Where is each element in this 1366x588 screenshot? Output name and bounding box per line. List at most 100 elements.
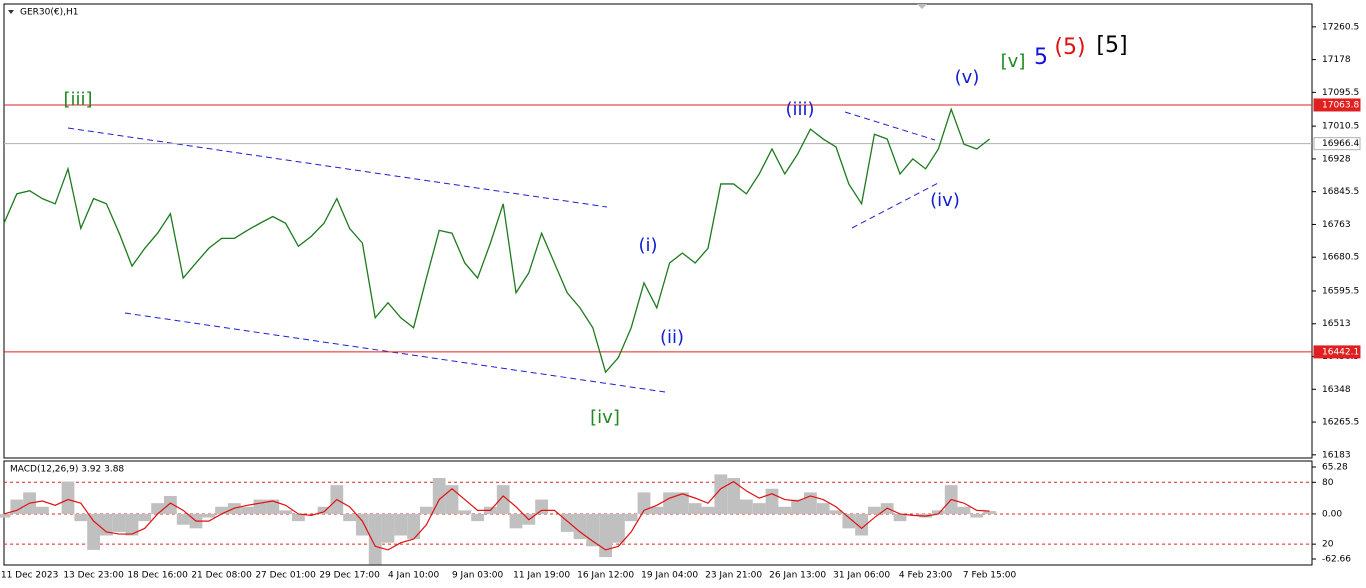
macd-bar [471, 513, 484, 522]
x-tick-label: 4 Jan 10:00 [388, 571, 440, 581]
wave-label: (v) [955, 67, 980, 88]
macd-bar [458, 510, 472, 514]
macd-bar [445, 485, 459, 514]
x-tick-label: 11 Jan 19:00 [513, 571, 570, 581]
macd-bar [727, 477, 740, 514]
macd-bar [420, 506, 433, 514]
trendline [67, 127, 608, 208]
macd-bar [778, 506, 792, 514]
macd-bar [509, 513, 523, 529]
x-tick-label: 16 Jan 12:00 [577, 571, 634, 581]
macd-bar [535, 499, 548, 514]
macd-bar [253, 499, 267, 514]
y-tick-label: 16183 [1322, 450, 1351, 460]
macd-bar [74, 513, 88, 522]
x-tick-label: 13 Dec 23:00 [63, 571, 124, 581]
price-level-label: 17063.8 [1322, 100, 1359, 110]
macd-frame [3, 460, 1313, 566]
wave-label: (5) [1054, 35, 1085, 60]
y-tick-label: 80 [1322, 478, 1334, 488]
y-tick-label: 16763 [1322, 220, 1351, 230]
price-line [3, 107, 990, 374]
x-tick-label: 29 Dec 17:00 [319, 571, 380, 581]
price-level-tag [1313, 345, 1361, 359]
wave-label: (i) [638, 235, 657, 256]
indicator-title: MACD(12,26,9) 3.92 3.88 [10, 465, 124, 475]
macd-bar [381, 513, 395, 543]
trendline [124, 312, 666, 393]
macd-bar [394, 513, 408, 536]
macd-bar [151, 503, 164, 514]
macd-bar [663, 492, 676, 514]
macd-bar [816, 503, 830, 514]
menu-arrow[interactable] [8, 10, 14, 14]
wave-label: [v] [1001, 51, 1026, 72]
signal-line [3, 480, 990, 551]
macd-bar [676, 492, 689, 514]
macd-bar [215, 506, 228, 514]
x-tick-label: 7 Feb 15:00 [963, 571, 1017, 581]
macd-bar [292, 513, 305, 522]
macd-bar [740, 499, 753, 514]
wave-label: [5] [1096, 33, 1127, 58]
x-tick-label: 31 Jan 06:00 [833, 571, 890, 581]
macd-bar [624, 513, 638, 522]
macd-bar [714, 474, 728, 514]
macd-bar [829, 510, 843, 514]
macd-bar [599, 513, 612, 558]
macd-bar [701, 506, 715, 514]
wave-label: [iii] [63, 89, 92, 110]
y-tick-label: 17095.5 [1322, 88, 1359, 98]
x-tick-label: 27 Dec 01:00 [255, 571, 316, 581]
price-level-tag [1313, 137, 1361, 151]
trendlines [67, 111, 941, 393]
x-tick-label: 19 Jan 04:00 [641, 571, 698, 581]
y-tick-label: 16265.5 [1322, 418, 1359, 428]
macd-bar [407, 513, 420, 540]
y-tick-label: 16928 [1322, 154, 1351, 164]
x-tick-label: 11 Dec 2023 [1, 571, 59, 581]
macd-bar [0, 513, 11, 518]
x-tick-label: 18 Dec 16:00 [127, 571, 188, 581]
chart-title: GER30(€),H1 [20, 8, 78, 18]
y-tick-label: 17178 [1322, 55, 1351, 65]
wave-label: [iv] [590, 407, 620, 428]
x-tick-label: 21 Dec 08:00 [191, 571, 252, 581]
y-tick-label: 16513 [1322, 319, 1351, 329]
y-tick-label: 0.00 [1322, 509, 1342, 519]
macd-bar [368, 513, 382, 565]
macd-bar [855, 513, 868, 536]
macd-bar [138, 513, 152, 522]
macd-bar [176, 513, 190, 525]
macd-bar [496, 485, 510, 514]
macd-bar [112, 513, 126, 532]
macd-bar [868, 506, 881, 514]
y-tick-label: -62.66 [1322, 555, 1351, 565]
macd-bar [100, 513, 113, 536]
shift-marker [917, 4, 927, 9]
macd-bar [957, 506, 971, 514]
trendline [844, 111, 936, 141]
macd-bar [688, 503, 702, 514]
macd-bar [87, 513, 100, 550]
macd-bar [983, 511, 996, 514]
x-tick-label: 4 Feb 23:00 [899, 571, 953, 581]
price-level-label: 16442.1 [1322, 347, 1359, 357]
y-tick-label: 16348 [1322, 385, 1351, 395]
price-level-label: 16966.4 [1322, 139, 1359, 149]
macd-bar [266, 499, 280, 514]
y-tick-label: 16680.5 [1322, 253, 1359, 263]
macd-bar [842, 513, 856, 529]
macd-bar [317, 506, 331, 514]
macd-bar [164, 495, 177, 514]
y-tick-label: 16845.5 [1322, 187, 1359, 197]
wave-label: 5 [1034, 45, 1048, 70]
macd-bar [752, 503, 766, 514]
x-tick-label: 23 Jan 21:00 [705, 571, 762, 581]
y-tick-label: 16595.5 [1322, 286, 1359, 296]
x-tick-label: 9 Jan 03:00 [452, 571, 504, 581]
macd-bar [202, 513, 216, 518]
wave-label: (ii) [660, 327, 684, 348]
wave-label: (iv) [930, 190, 960, 211]
